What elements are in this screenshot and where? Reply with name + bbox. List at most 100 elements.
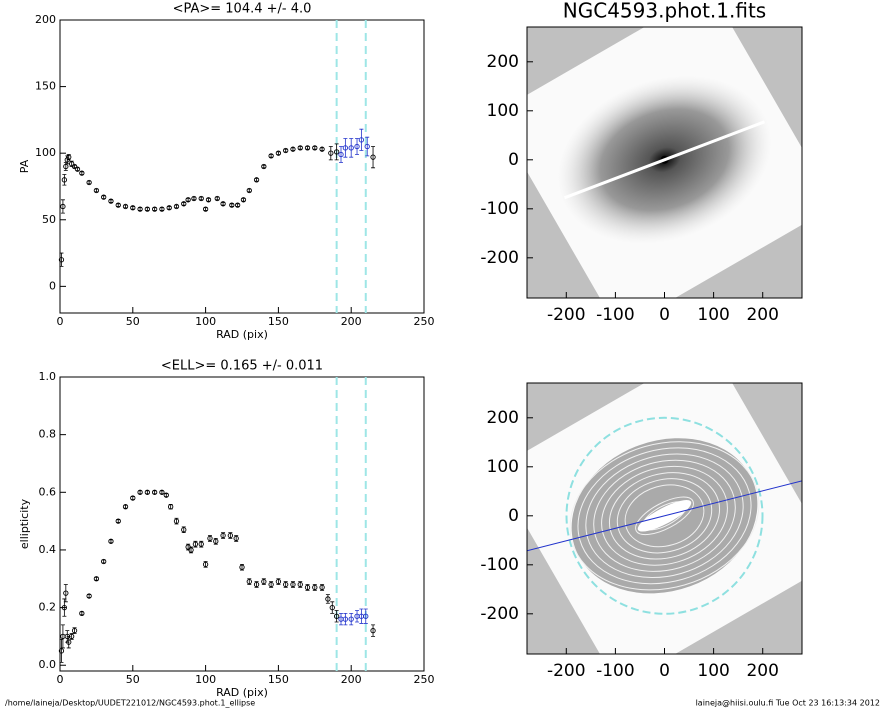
error-bar [221,202,226,206]
point [329,604,335,611]
isophote [577,447,752,585]
point [130,205,136,211]
point [297,145,303,151]
error-bar [269,154,274,158]
point [173,518,180,524]
point [304,584,311,591]
error-bar [334,143,339,161]
chart-title: <ELL>= 0.165 +/- 0.011 [161,359,323,374]
error-bar [363,608,368,624]
isophote [608,472,721,560]
x-tick-label: 200 [746,305,778,325]
isophote [616,478,713,554]
point [246,187,252,194]
point [198,541,204,547]
error-bar [241,198,246,202]
error-bar [290,147,295,151]
y-tick-label: 0 [508,506,519,526]
error-bar [164,493,169,498]
error-bar [371,624,376,637]
point [220,201,226,207]
error-bar [101,195,106,199]
error-bar [203,207,208,211]
x-tick-label: 250 [414,673,435,686]
y-tick-label: 0 [508,150,519,170]
error-bar [349,612,354,626]
error-bar [349,138,354,158]
error-bar [325,594,330,604]
image [527,383,802,654]
point [181,201,187,207]
y-tick-label: -100 [480,199,519,219]
y-tick-label: 0.4 [39,543,57,556]
fit-ellipse [565,416,764,615]
y-tick-label: 100 [35,146,56,159]
point [151,206,158,212]
point [239,564,245,570]
error-bar [298,146,303,150]
error-bar [130,206,135,210]
point [188,547,194,553]
point [108,538,114,544]
error-bar [261,164,266,169]
y-tick-label: 0 [49,279,56,292]
y-tick-label: 0.2 [39,601,57,614]
y-tick-label: 150 [35,80,56,93]
point [74,166,81,172]
point [338,151,344,158]
x-tick-label: 200 [746,661,778,681]
error-bar [87,594,92,598]
error-bar [186,198,191,202]
error-bar [235,203,240,207]
error-bar [94,576,99,581]
x-tick-label: 100 [195,315,216,328]
error-bar [79,171,84,175]
error-bar [343,612,348,626]
point [319,584,325,591]
error-bar [101,559,106,564]
y-tick-label: 0.6 [39,485,57,498]
isophote [635,496,694,536]
point [137,206,143,212]
point [290,581,296,588]
error-bar [276,151,281,155]
error-bar [138,207,143,211]
error-bar [87,180,92,185]
point [364,143,370,150]
error-bar [191,196,196,201]
x-tick-label: -200 [547,305,586,325]
point [268,153,274,159]
point [283,581,289,588]
point [115,518,121,524]
point [297,581,303,588]
point [358,137,365,143]
x-tick-label: 100 [195,673,216,686]
point [101,194,107,200]
y-tick-label: -200 [480,604,519,624]
point [66,154,72,160]
x-tick-label: -200 [547,661,586,681]
point [205,197,212,203]
error-bar [159,490,164,495]
error-bar [343,138,348,158]
error-bar [330,601,335,614]
error-bar [334,610,339,623]
point [71,627,78,634]
point [68,161,75,167]
axes-frame [59,376,425,672]
y-tick-label: 1.0 [39,370,57,383]
point [348,145,354,151]
y-tick-label: 200 [35,13,56,26]
point [290,146,296,152]
error-bar [62,174,67,186]
point [63,163,69,170]
point [253,177,260,183]
point [342,616,349,622]
point [202,561,209,568]
point [71,163,78,170]
error-bar [63,584,68,603]
error-bar [328,146,333,161]
x-tick-label: 50 [126,673,140,686]
error-bar [94,188,99,193]
